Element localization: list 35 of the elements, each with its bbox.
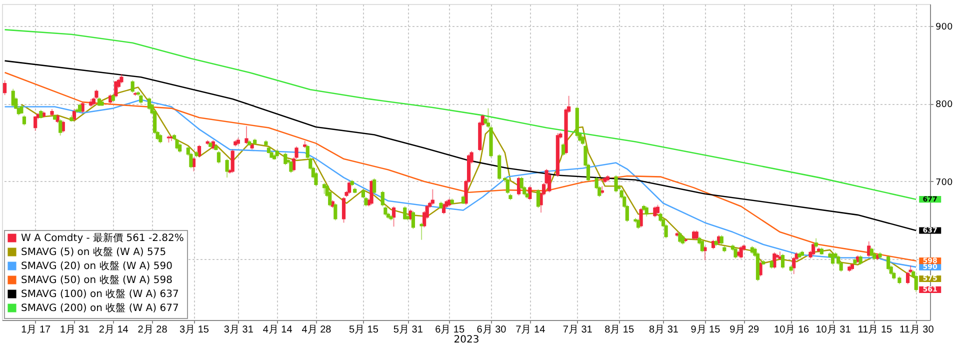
x-tick-label: 10月 31 [816,324,852,336]
legend-label: SMAVG (20) on 收盤 (W A) 590 [21,260,172,272]
legend-label: SMAVG (5) on 收盤 (W A) 575 [21,246,166,258]
legend-label: SMAVG (50) on 收盤 (W A) 598 [21,274,172,286]
x-tick-label: 11月 15 [858,324,893,336]
x-tick-label: 11月 30 [899,324,934,336]
y-tick-label: 800 [936,100,953,110]
line-series [4,72,917,262]
x-tick-label: 4月 28 [302,324,332,336]
x-tick-label: 7月 31 [562,324,593,336]
x-tick-label: 9月 15 [690,324,721,336]
x-tick-label: 7月 14 [516,324,546,336]
x-tick-label: 1月 17 [21,324,52,336]
legend-label: SMAVG (100) on 收盤 (W A) 637 [21,288,179,300]
x-tick-label: 2月 28 [138,324,168,336]
line-series [4,60,917,232]
x-tick-label: 3月 31 [224,324,254,336]
x-tick-label: 8月 15 [604,324,634,336]
y-tick-label: 900 [936,22,953,32]
x-tick-label: 6月 30 [476,324,507,336]
x-tick-label: 2月 14 [98,324,129,336]
x-tick-label: 1月 31 [60,324,90,336]
x-tick-label: 4月 14 [262,324,293,336]
legend-label: W A Comdty - 最新價 561 -2.82% [21,232,184,244]
x-axis-title: 2023 [454,334,480,346]
x-tick-label: 5月 31 [393,324,424,336]
legend-label: SMAVG (200) on 收盤 (W A) 677 [21,302,179,314]
x-tick-label: 8月 31 [649,324,679,336]
line-series [4,29,917,200]
x-tick-label: 9月 29 [730,324,760,336]
x-tick-label: 10月 16 [774,324,810,336]
y-tick-label: 700 [936,178,953,188]
x-tick-label: 3月 15 [179,324,210,336]
x-tick-label: 5月 15 [348,324,379,336]
x-tick-label: 6月 15 [435,324,465,336]
